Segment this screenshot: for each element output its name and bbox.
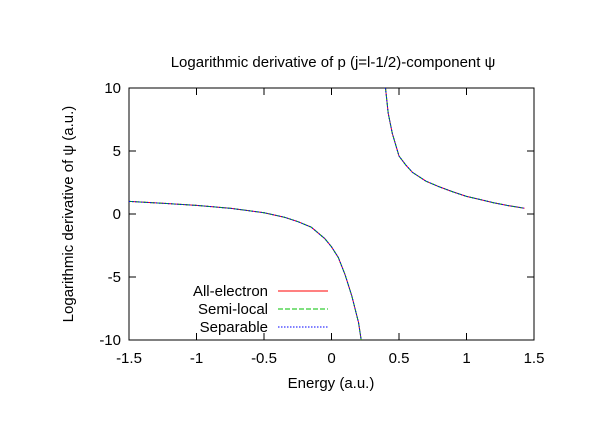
y-tick-label: 5: [113, 143, 121, 160]
x-tick-label: 1.5: [524, 350, 545, 367]
x-axis-label: Energy (a.u.): [288, 375, 375, 392]
x-tick-label: -1: [190, 350, 203, 367]
series-line-separable-branch-1: [128, 200, 362, 341]
x-tick-label: -0.5: [251, 350, 277, 367]
legend-label: Separable: [200, 319, 268, 336]
x-tick-label: 1: [462, 350, 470, 367]
series-layer: [128, 87, 525, 341]
series-line-separable-branch-2: [385, 87, 525, 209]
legend-label: Semi-local: [198, 301, 268, 318]
x-axis-ticks: -1.5 -1 -0.5 0 0.5 1 1.5: [116, 88, 544, 367]
plot-frame: [128, 87, 535, 341]
legend-label: All-electron: [193, 283, 268, 300]
y-axis-label: Logarithmic derivative of ψ (a.u.): [60, 106, 77, 323]
x-tick-label: 0: [327, 350, 335, 367]
x-tick-label: 0.5: [389, 350, 410, 367]
y-axis-ticks: -10 -5 0 5 10: [99, 80, 534, 349]
y-tick-label: -5: [108, 269, 121, 286]
series-line-semi-local-branch-2: [385, 87, 525, 209]
chart-title: Logarithmic derivative of p (j=l-1/2)-co…: [171, 54, 496, 71]
y-tick-label: 0: [113, 206, 121, 223]
x-tick-label: -1.5: [116, 350, 142, 367]
y-tick-label: 10: [104, 80, 121, 97]
y-tick-label: -10: [99, 332, 121, 349]
series-line-all-electron-branch-2: [385, 87, 525, 209]
